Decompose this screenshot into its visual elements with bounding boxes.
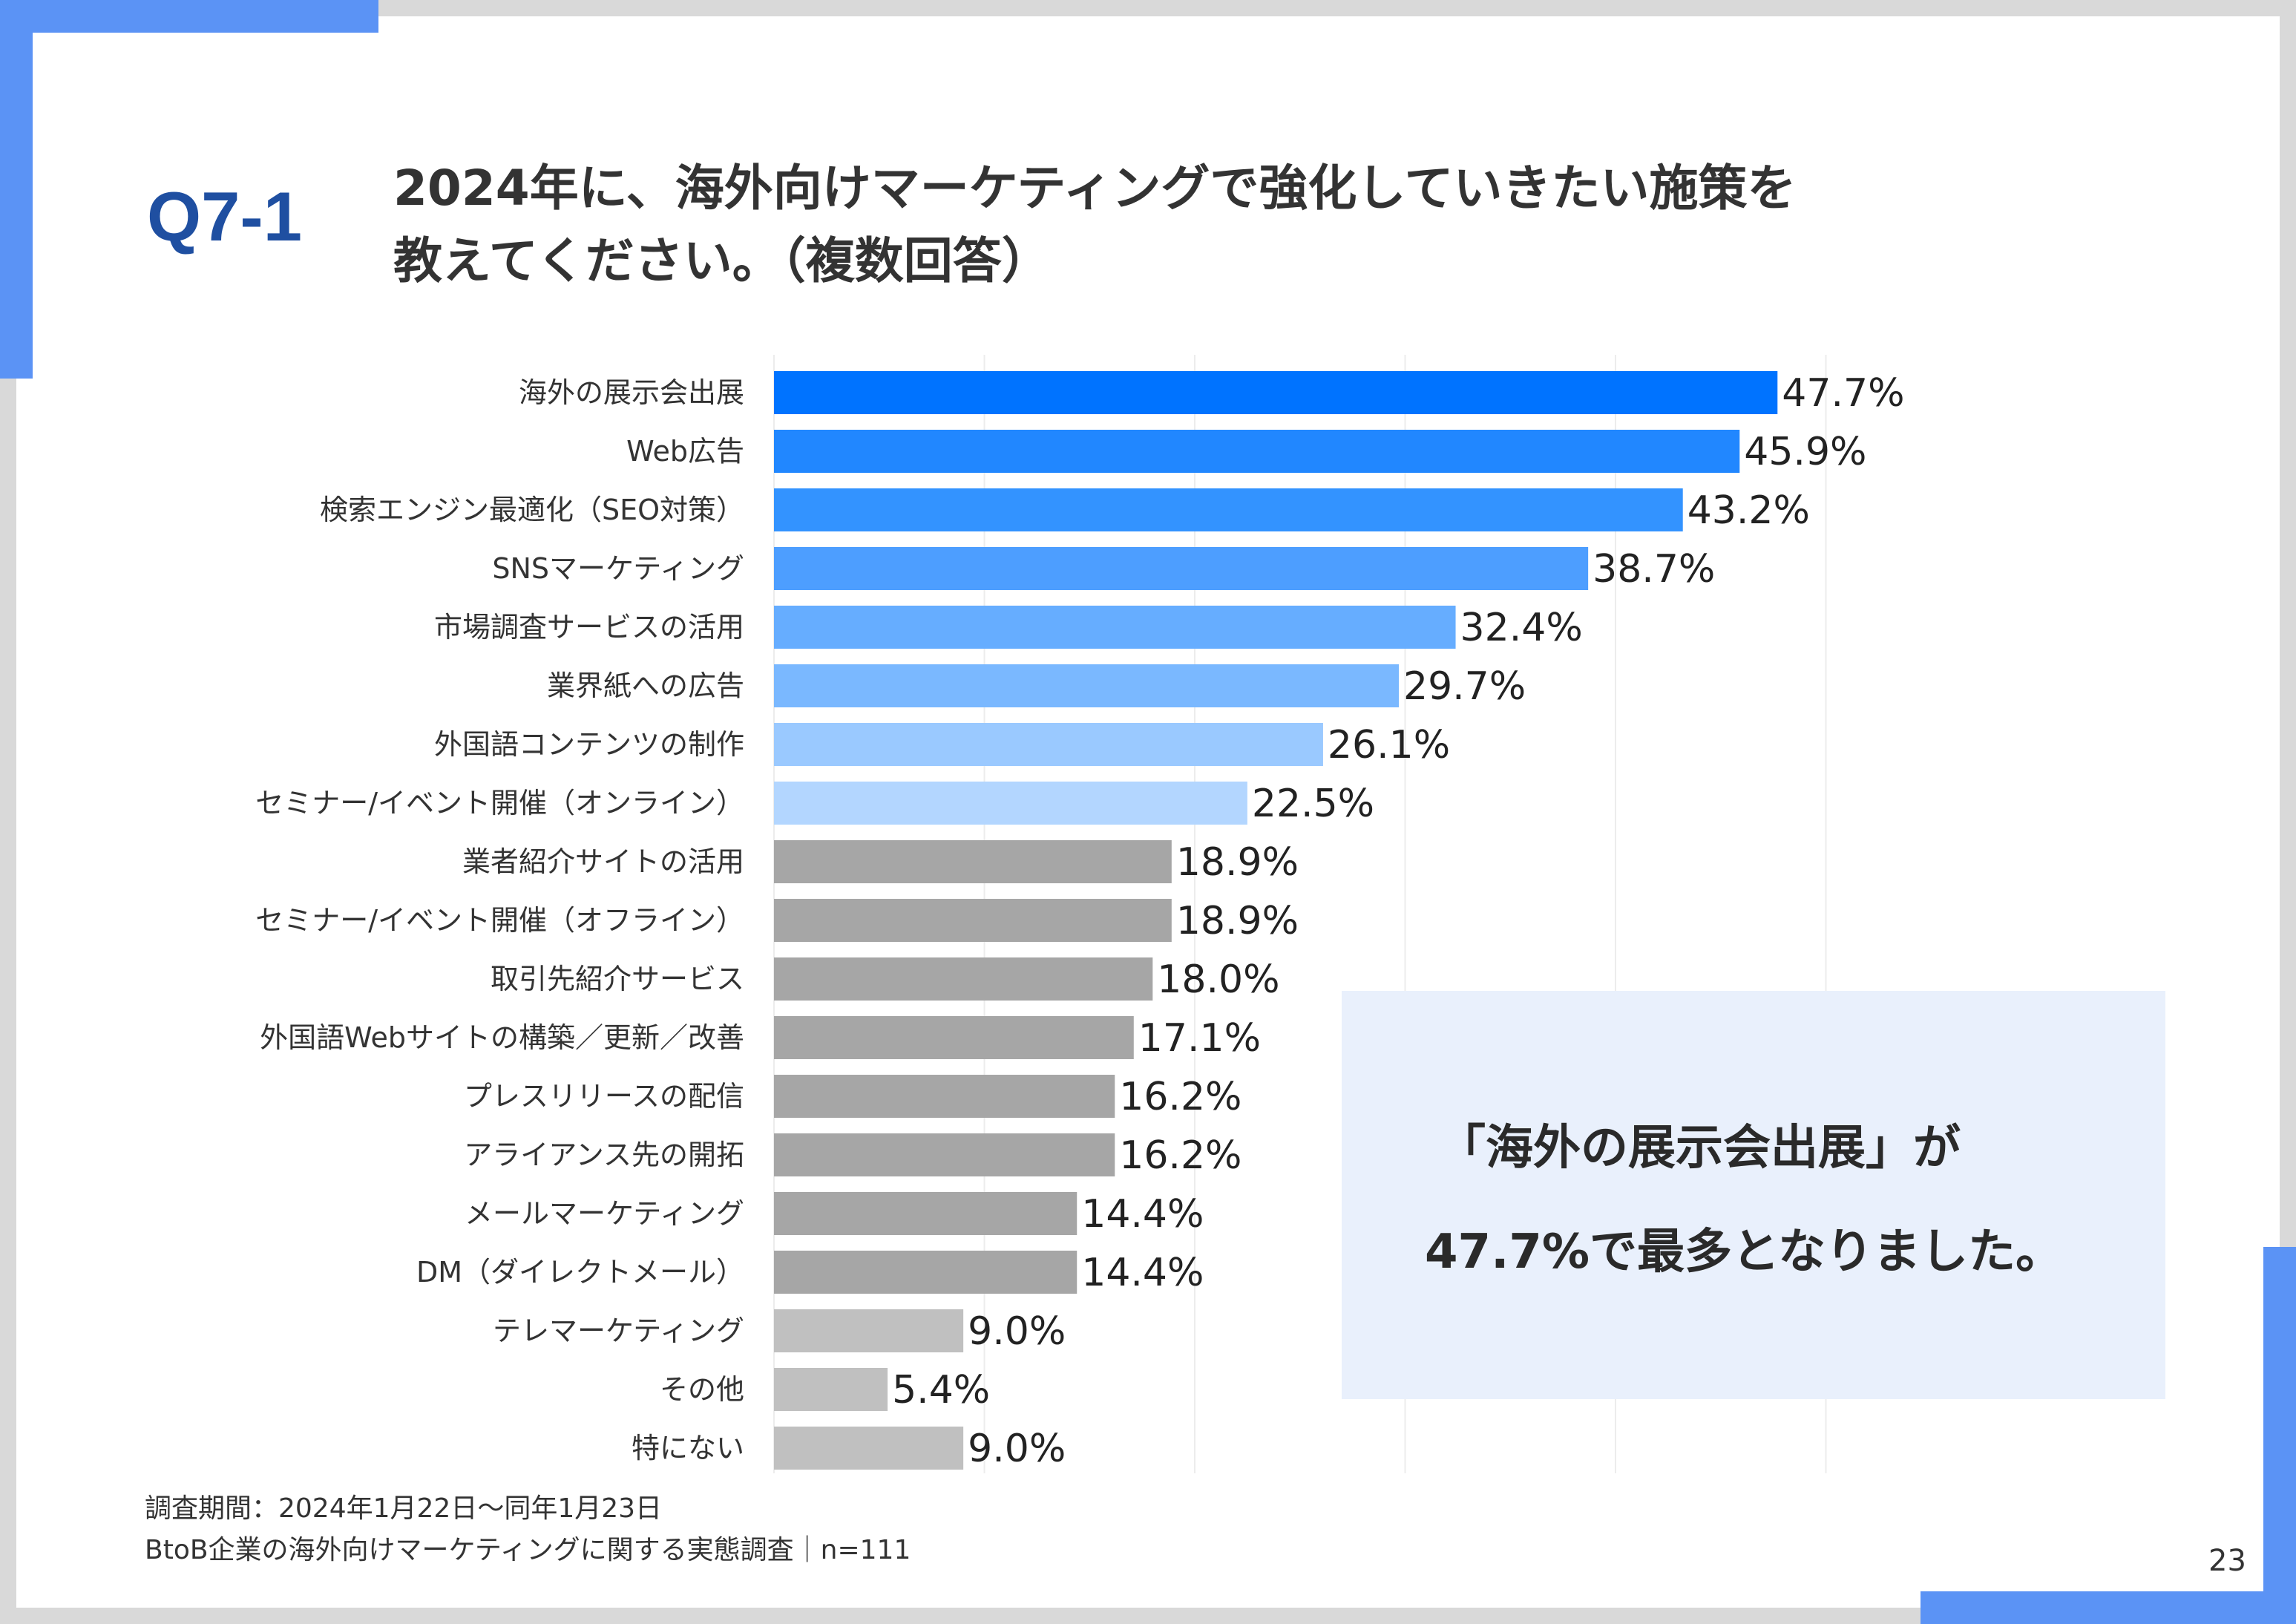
callout-box: 「海外の展示会出展」が 47.7%で最多となりました。: [1342, 991, 2165, 1399]
category-label: 業者紹介サイトの活用: [462, 845, 744, 878]
bar: [774, 782, 1247, 825]
category-label: DM（ダイレクトメール）: [416, 1256, 744, 1289]
value-label: 47.7%: [1782, 371, 1904, 416]
value-label: 32.4%: [1460, 606, 1583, 650]
category-label: 市場調査サービスの活用: [434, 611, 744, 644]
corner-accent-top-left: [0, 0, 378, 33]
value-label: 22.5%: [1252, 782, 1374, 826]
value-label: 26.1%: [1328, 723, 1450, 767]
bar: [774, 547, 1589, 590]
bar: [774, 1016, 1134, 1059]
survey-period: 調査期間：2024年1月22日～同年1月23日: [145, 1493, 663, 1524]
category-label: 外国語コンテンツの制作: [434, 728, 744, 761]
category-label: Web広告: [626, 435, 744, 468]
question-title: 2024年に、海外向けマーケティングで強化していきたい施策を 教えてください。（…: [393, 152, 2026, 298]
bar: [774, 1251, 1078, 1294]
category-label: 検索エンジン最適化（SEO対策）: [320, 494, 744, 526]
bar: [774, 430, 1740, 473]
category-label: SNSマーケティング: [492, 552, 744, 585]
category-label: セミナー/イベント開催（オンライン）: [255, 787, 744, 819]
value-label: 18.0%: [1157, 957, 1279, 1002]
labels: 海外の展示会出展 47.7% Web広告 45.9% 検索エンジン最適化（SEO対策） 4…: [255, 371, 1904, 1471]
category-label: プレスリリースの配信: [464, 1080, 744, 1113]
callout-line-2: 47.7%で最多となりました。: [1425, 1225, 2064, 1280]
bar: [774, 1368, 888, 1411]
value-label: 9.0%: [968, 1309, 1066, 1354]
value-label: 45.9%: [1744, 430, 1866, 474]
question-number: Q7-1: [147, 177, 302, 255]
category-label: テレマーケティング: [493, 1314, 744, 1347]
bar: [774, 899, 1172, 942]
bar: [774, 1192, 1078, 1235]
bar: [774, 1309, 964, 1352]
question-title-line-1: 2024年に、海外向けマーケティングで強化していきたい施策を: [393, 160, 1797, 217]
category-label: アライアンス先の開拓: [464, 1139, 744, 1171]
value-label: 5.4%: [892, 1368, 990, 1412]
category-label: 外国語Webサイトの構築／更新／改善: [260, 1021, 744, 1054]
category-label: 業界紙への広告: [547, 669, 744, 702]
value-label: 16.2%: [1119, 1075, 1242, 1119]
category-label: 海外の展示会出展: [519, 376, 744, 409]
category-label: 取引先紹介サービス: [491, 963, 744, 995]
survey-source: BtoB企業の海外向けマーケティングに関する実態調査｜n=111: [145, 1535, 911, 1565]
value-label: 14.4%: [1081, 1192, 1204, 1237]
bars: [774, 371, 1778, 1470]
question-title-line-2: 教えてください。（複数回答）: [393, 232, 1051, 289]
footer-notes: 調査期間：2024年1月22日～同年1月23日 BtoB企業の海外向けマーケティ…: [145, 1488, 911, 1571]
bar: [774, 723, 1323, 766]
bar: [774, 606, 1456, 649]
bar: [774, 1427, 964, 1470]
bar: [774, 371, 1778, 414]
value-label: 16.2%: [1119, 1133, 1242, 1178]
corner-accent-right: [2263, 1247, 2296, 1624]
value-label: 29.7%: [1403, 664, 1526, 709]
value-label: 14.4%: [1081, 1251, 1204, 1295]
bar: [774, 840, 1172, 883]
category-label: その他: [660, 1373, 744, 1406]
value-label: 18.9%: [1176, 899, 1299, 943]
value-label: 43.2%: [1687, 488, 1810, 533]
corner-accent-bottom-right: [1921, 1591, 2296, 1624]
value-label: 17.1%: [1138, 1016, 1261, 1061]
category-label: メールマーケティング: [465, 1197, 744, 1230]
bar: [774, 957, 1153, 1001]
bar: [774, 1133, 1115, 1176]
page-number: 23: [2208, 1544, 2246, 1578]
value-label: 18.9%: [1176, 840, 1299, 885]
value-label: 9.0%: [968, 1427, 1066, 1471]
bar: [774, 488, 1683, 531]
value-label: 38.7%: [1593, 547, 1715, 592]
callout-line-1: 「海外の展示会出展」が: [1438, 1121, 1961, 1176]
corner-accent-left: [0, 0, 33, 379]
category-label: 特にない: [632, 1432, 744, 1464]
bar: [774, 1075, 1115, 1118]
bar: [774, 664, 1399, 707]
category-label: セミナー/イベント開催（オフライン）: [255, 904, 744, 937]
